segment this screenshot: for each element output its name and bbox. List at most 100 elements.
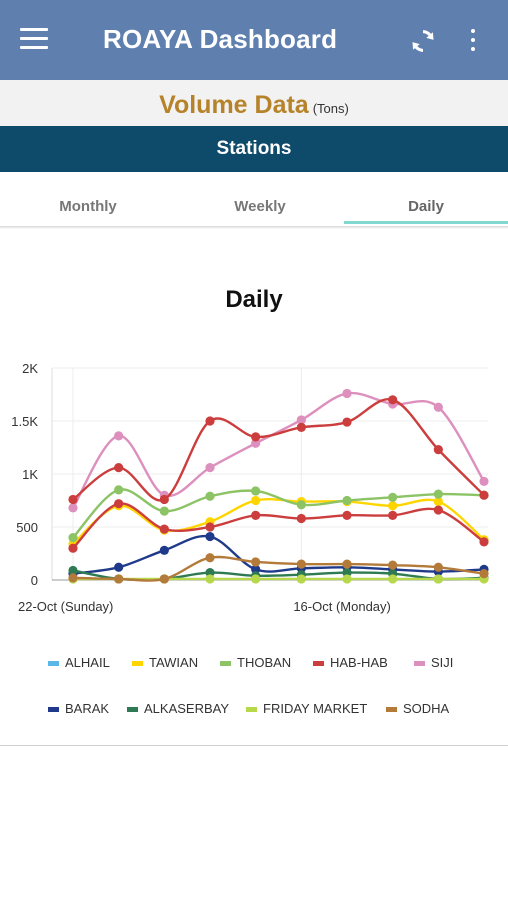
legend-label: ALHAIL xyxy=(65,655,110,670)
series-hab-hab-upper-line xyxy=(72,398,485,502)
legend-swatch xyxy=(246,707,257,713)
series-siji-point xyxy=(296,415,306,425)
series-barak-line xyxy=(72,534,485,575)
active-tab-indicator xyxy=(344,221,508,224)
series-friday-market-point xyxy=(251,574,261,584)
y-tick-label: 1K xyxy=(22,467,38,482)
series-hab-hab-point xyxy=(296,513,306,524)
series-hab-hab-point xyxy=(68,543,78,553)
series-thoban-point xyxy=(68,533,78,543)
legend-label: TAWIAN xyxy=(149,655,199,670)
app-bar: ROAYA Dashboard xyxy=(0,0,508,80)
series-hab-hab-upper-point xyxy=(479,490,489,500)
legend-swatch xyxy=(414,661,425,667)
legend-item-alhail[interactable]: ALHAIL xyxy=(48,655,110,671)
legend-item-thoban[interactable]: THOBAN xyxy=(220,655,291,671)
hamburger-menu-icon[interactable] xyxy=(20,28,48,50)
series-hab-hab-point xyxy=(433,505,443,515)
legend-label: BARAK xyxy=(65,701,110,716)
series-hab-hab-point xyxy=(388,510,398,520)
series-siji-line xyxy=(71,391,486,509)
series-sodha-point xyxy=(342,559,352,569)
y-tick-label: 1.5K xyxy=(11,414,38,429)
legend-item-sodha[interactable]: SODHA xyxy=(386,701,449,717)
series-thoban-point xyxy=(159,506,169,516)
series-siji-point xyxy=(68,503,78,513)
series-hab-hab-line xyxy=(72,502,485,550)
x-tick-label: 16-Oct (Monday) xyxy=(293,599,391,614)
app-title: ROAYA Dashboard xyxy=(103,24,338,54)
series-tawian-line xyxy=(72,498,485,545)
series-hab-hab-upper-point xyxy=(342,417,352,427)
series-thoban-point xyxy=(205,491,215,501)
series-hab-hab-upper-point xyxy=(205,416,215,426)
series-hab-hab-point xyxy=(342,510,352,520)
series-hab-hab-upper-point xyxy=(296,422,306,432)
stations-bar: Stations xyxy=(0,126,508,172)
legend-label: FRIDAY MARKET xyxy=(263,701,368,716)
tabs-shadow xyxy=(0,226,508,229)
legend-swatch xyxy=(386,707,397,713)
legend-swatch xyxy=(313,661,324,667)
volume-header: Volume Data (Tons) xyxy=(0,80,508,126)
legend-swatch xyxy=(132,661,143,667)
series-barak-point xyxy=(114,562,124,572)
series-hab-hab-point xyxy=(205,522,215,532)
series-sodha-point xyxy=(159,574,169,584)
series-hab-hab-upper-point xyxy=(388,395,398,405)
chart-title: Daily xyxy=(225,286,283,313)
legend-item-siji[interactable]: SIJI xyxy=(414,655,453,671)
series-sodha-point xyxy=(388,560,398,570)
series-thoban-point xyxy=(342,495,352,506)
series-sodha-point xyxy=(251,557,261,567)
legend-swatch xyxy=(48,661,59,667)
legend-label: THOBAN xyxy=(237,655,292,670)
series-sodha-point xyxy=(296,559,306,569)
y-tick-label: 0 xyxy=(31,573,38,588)
series-barak-point xyxy=(205,531,215,542)
content-divider xyxy=(0,745,508,746)
series-barak-point xyxy=(159,545,169,555)
tab-monthly[interactable]: Monthly xyxy=(59,198,117,215)
series-tawian-point xyxy=(388,501,398,511)
legend-label: HAB-HAB xyxy=(330,655,388,670)
series-friday-market-point xyxy=(433,574,443,584)
series-sodha-point xyxy=(205,553,215,563)
legend-label: ALKASERBAY xyxy=(144,701,230,716)
series-friday-market-point xyxy=(388,574,398,584)
refresh-icon[interactable] xyxy=(409,27,437,55)
tab-daily[interactable]: Daily xyxy=(408,198,444,215)
series-thoban-point xyxy=(433,489,443,499)
series-hab-hab-upper-point xyxy=(433,445,443,455)
more-vertical-icon[interactable] xyxy=(466,27,480,55)
legend-item-alkaserbay[interactable]: ALKASERBAY xyxy=(127,701,229,717)
legend-label: SODHA xyxy=(403,701,450,716)
series-siji-point xyxy=(205,463,215,473)
y-tick-label: 2K xyxy=(22,361,38,376)
period-tabs: Monthly Weekly Daily xyxy=(0,187,508,227)
legend-item-tawian[interactable]: TAWIAN xyxy=(132,655,198,671)
series-alkaserbay-point xyxy=(68,565,78,576)
series-thoban-point xyxy=(388,492,398,502)
series-siji-point xyxy=(251,438,261,448)
series-sodha-point xyxy=(479,569,489,579)
series-siji-point xyxy=(433,402,443,412)
tab-weekly[interactable]: Weekly xyxy=(234,198,286,215)
series-sodha-point xyxy=(114,574,124,584)
legend-item-barak[interactable]: BARAK xyxy=(48,701,109,717)
series-thoban-point xyxy=(114,485,124,495)
series-friday-market-point xyxy=(205,574,215,584)
series-siji-point xyxy=(342,388,352,399)
series-tawian-point xyxy=(251,495,261,506)
legend-item-hab-hab[interactable]: HAB-HAB xyxy=(313,655,388,671)
series-hab-hab-point xyxy=(159,524,169,534)
legend-item-friday-market[interactable]: FRIDAY MARKET xyxy=(246,701,367,717)
series-sodha-line xyxy=(72,555,485,582)
legend-swatch xyxy=(127,707,138,713)
volume-title: Volume Data xyxy=(159,91,309,119)
legend-swatch xyxy=(220,661,231,667)
series-alkaserbay-point xyxy=(342,567,352,578)
series-hab-hab-upper-point xyxy=(159,494,169,505)
series-sodha-point xyxy=(433,562,443,572)
volume-unit: (Tons) xyxy=(312,101,349,116)
